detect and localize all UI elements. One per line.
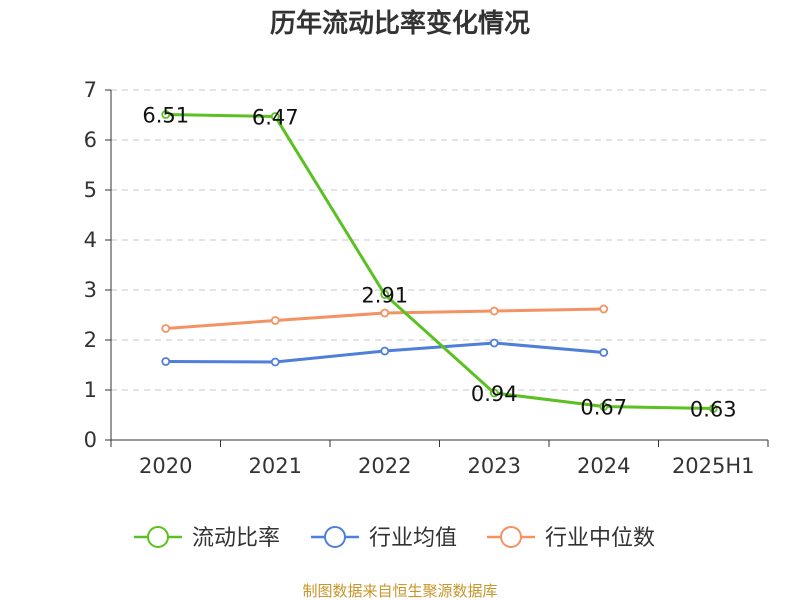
y-tick-label-5: 5 [84, 178, 97, 202]
legend-label-0: 流动比率 [192, 526, 280, 551]
series-2-point-0 [161, 324, 171, 333]
y-tick-label-1: 1 [84, 378, 97, 402]
y-tick-label-2: 2 [84, 328, 97, 352]
y-tick-label-7: 7 [84, 78, 97, 102]
legend-marker-2 [500, 526, 522, 548]
series-1-point-0 [161, 357, 171, 366]
data-label-1: 6.47 [252, 106, 299, 130]
series-line-0 [165, 113, 714, 410]
x-tick-label-2: 2022 [358, 454, 411, 478]
series-layer [161, 110, 718, 413]
series-1-point-4 [599, 348, 609, 357]
legend-label-2: 行业中位数 [545, 526, 655, 551]
series-0-point-0 [161, 110, 171, 119]
axes: 0 1 2 3 4 5 6 7 2020 2021 2022 2023 2024 2025H1 [84, 78, 769, 478]
y-tick-label-6: 6 [84, 128, 97, 152]
legend-marker-0 [147, 526, 169, 548]
legend: 流动比率 行业均值 行业中位数 [134, 526, 655, 551]
series-0-point-4 [599, 402, 609, 411]
series-2-point-2 [380, 308, 390, 318]
source-note: 制图数据来自恒生聚源数据库 [302, 582, 497, 600]
x-tick-label-1: 2021 [249, 454, 302, 478]
series-1-point-3 [489, 338, 499, 348]
series-2-point-3 [489, 306, 499, 316]
data-label-2: 2.91 [361, 284, 408, 308]
x-tick-label-4: 2024 [577, 454, 630, 478]
series-0-point-3 [489, 388, 499, 398]
data-label-3: 0.94 [471, 382, 518, 406]
data-label-5: 0.63 [690, 398, 737, 422]
x-tick-label-0: 2020 [139, 454, 192, 478]
y-tick-label-3: 3 [84, 278, 97, 302]
series-2-point-1 [270, 316, 280, 325]
series-2-point-4 [599, 304, 609, 314]
chart-title: 历年流动比率变化情况 [270, 8, 530, 39]
y-tick-label-0: 0 [84, 428, 97, 452]
legend-marker-1 [324, 526, 346, 548]
x-tick-label-5: 2025H1 [672, 454, 755, 478]
series-0-point-1 [270, 112, 280, 121]
series-1-point-1 [270, 357, 280, 367]
series-0-point-5 [708, 404, 718, 413]
data-labels: 6.51 6.47 2.91 0.94 0.67 0.63 [142, 104, 736, 422]
data-label-0: 6.51 [142, 104, 189, 128]
series-1-point-2 [380, 346, 390, 356]
legend-label-1: 行业均值 [369, 526, 457, 551]
data-label-4: 0.67 [580, 396, 627, 420]
y-tick-label-4: 4 [84, 228, 97, 252]
series-0-point-2 [380, 290, 390, 299]
x-tick-label-3: 2023 [468, 454, 521, 478]
